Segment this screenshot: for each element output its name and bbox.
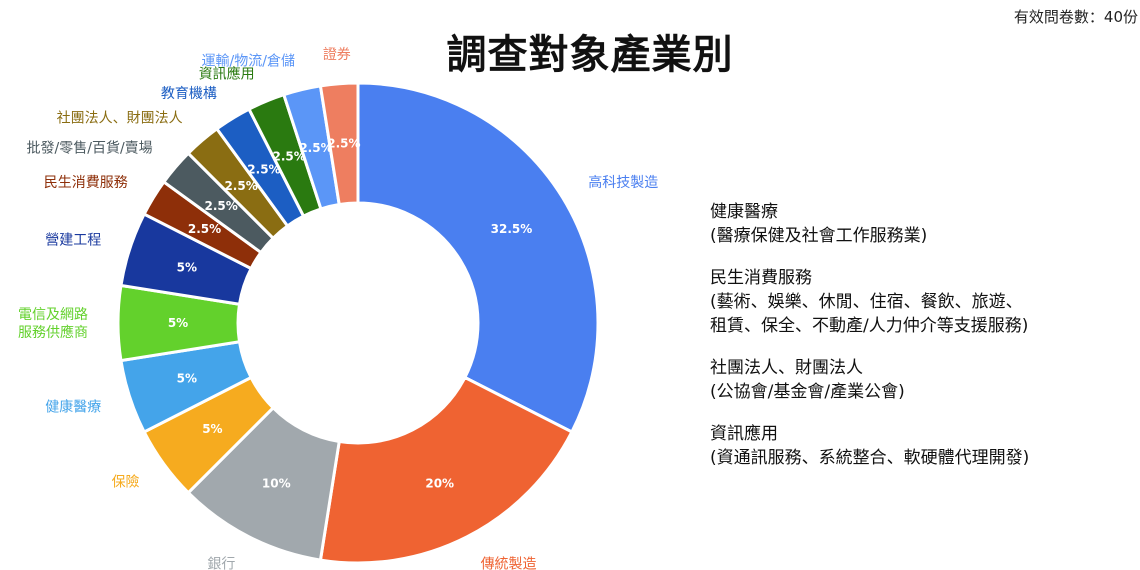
slice-value-label-6: 5% xyxy=(168,316,188,330)
slice-value-label-11: 2.5% xyxy=(247,163,280,177)
note-infotech-name: 資訊應用 xyxy=(710,424,778,444)
category-notes: 健康醫療 (醫療保健及社會工作服務業) 民生消費服務 (藝術、娛樂、休閒、住宿、… xyxy=(710,200,1135,488)
slice-value-label-5: 5% xyxy=(177,372,197,386)
category-label-13: 運輸/物流/倉儲 xyxy=(202,53,295,69)
category-label-14: 證券 xyxy=(323,46,351,63)
pie-slice-14 xyxy=(318,81,360,207)
category-label-4: 保險 xyxy=(112,475,140,491)
slice-value-label-2: 20% xyxy=(425,476,454,490)
slice-value-label-1: 32.5% xyxy=(491,222,533,236)
category-label-8: 民生消費服務 xyxy=(44,175,128,191)
slice-value-label-4: 5% xyxy=(202,422,222,436)
category-label-9: 批發/零售/百貨/賣場 xyxy=(27,140,153,157)
slice-value-label-13: 2.5% xyxy=(299,141,332,155)
slice-value-label-12: 2.5% xyxy=(272,150,305,164)
slice-value-label-14: 2.5% xyxy=(327,137,360,151)
note-infotech-detail: (資通訊服務、系統整合、軟硬體代理開發) xyxy=(710,448,1030,468)
note-foundation: 社團法人、財團法人 (公協會/基金會/產業公會) xyxy=(710,356,1135,404)
note-consumer-detail: (藝術、娛樂、休閒、住宿、餐飲、旅遊、 租賃、保全、不動產/人力仲介等支援服務) xyxy=(710,292,1029,336)
note-health-name: 健康醫療 xyxy=(710,202,778,222)
slice-value-label-3: 10% xyxy=(262,476,291,490)
pie-slice-2 xyxy=(318,375,574,565)
note-foundation-detail: (公協會/基金會/產業公會) xyxy=(710,382,905,402)
category-label-11: 教育機構 xyxy=(161,86,217,102)
category-label-1: 高科技製造 xyxy=(588,174,658,191)
note-infotech: 資訊應用 (資通訊服務、系統整合、軟硬體代理開發) xyxy=(710,422,1135,470)
note-health-detail: (醫療保健及社會工作服務業) xyxy=(710,226,928,246)
note-health: 健康醫療 (醫療保健及社會工作服務業) xyxy=(710,200,1135,248)
category-label-7: 營建工程 xyxy=(45,233,101,249)
category-label-3: 銀行 xyxy=(207,557,235,570)
note-consumer: 民生消費服務 (藝術、娛樂、休閒、住宿、餐飲、旅遊、 租賃、保全、不動產/人力仲… xyxy=(710,266,1135,338)
slice-value-label-9: 2.5% xyxy=(204,199,237,213)
donut-chart: 32.5% 高科技製造 20% 傳統製造 10% 銀行 5% 保險 5% 健康醫療 5% 電信及網路服… xyxy=(18,46,658,570)
respondent-count: 有效問卷數：40份 xyxy=(1013,8,1138,26)
note-foundation-name: 社團法人、財團法人 xyxy=(710,358,863,378)
category-label-12: 資訊應用 xyxy=(199,66,255,83)
slice-value-label-10: 2.5% xyxy=(224,179,257,193)
note-consumer-name: 民生消費服務 xyxy=(710,268,812,288)
category-label-5: 健康醫療 xyxy=(45,398,101,415)
slice-value-label-7: 5% xyxy=(177,260,197,274)
category-label-2: 傳統製造 xyxy=(481,557,537,570)
pie-slice-1 xyxy=(356,81,600,434)
slice-value-label-8: 2.5% xyxy=(188,222,221,236)
category-label-6: 電信及網路服務供應商 xyxy=(18,307,88,341)
category-label-10: 社團法人、財團法人 xyxy=(57,111,183,127)
chart-title: 調查對象產業別 xyxy=(446,32,734,78)
